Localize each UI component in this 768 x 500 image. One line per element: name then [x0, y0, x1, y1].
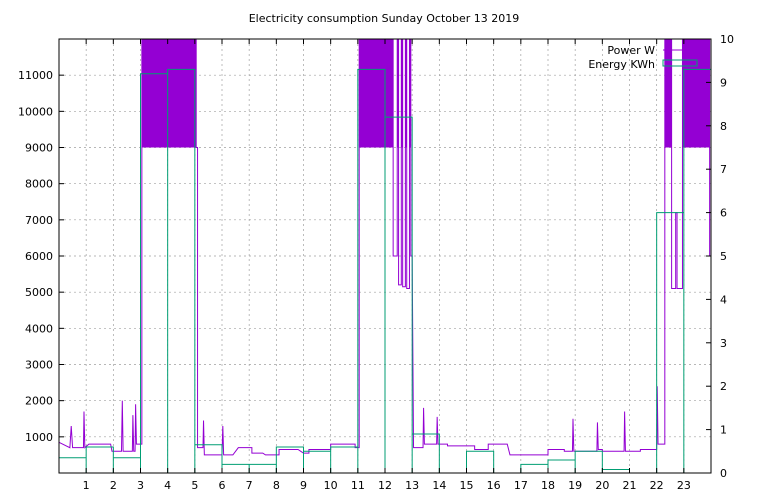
y-tick-label: 4000: [25, 322, 53, 335]
x-tick-label: 14: [432, 479, 446, 492]
y2-tick-label: 10: [720, 33, 734, 46]
legend-swatch-energy: [662, 59, 698, 67]
y-axis-ticks: 1000 2000 3000 4000 5000 6000 7000 8000 9000 1000…: [18, 69, 64, 444]
x-tick-label: 8: [273, 479, 280, 492]
x-tick-label: 3: [137, 479, 144, 492]
y2-tick-label: 6: [720, 207, 727, 220]
x-tick-label: 21: [623, 479, 637, 492]
x-tick-label: 4: [164, 479, 171, 492]
y-tick-label: 3000: [25, 359, 53, 372]
y-tick-label: 11000: [18, 69, 53, 82]
x-tick-label: 20: [595, 479, 609, 492]
x-tick-label: 18: [541, 479, 555, 492]
x-tick-label: 13: [405, 479, 419, 492]
x-tick-label: 16: [487, 479, 501, 492]
x-tick-label: 12: [378, 479, 392, 492]
y2-tick-label: 0: [720, 467, 727, 480]
x-tick-label: 15: [460, 479, 474, 492]
y2-axis-ticks: 0 1 2 3 4 5 6 7 8 9 10: [706, 33, 734, 480]
legend-label-power: Power W: [607, 44, 655, 57]
y-tick-label: 6000: [25, 250, 53, 263]
y-tick-label: 5000: [25, 286, 53, 299]
x-tick-label: 23: [677, 479, 691, 492]
chart-title: Electricity consumption Sunday October 1…: [249, 12, 520, 25]
x-tick-label: 22: [650, 479, 664, 492]
y-tick-label: 1000: [25, 431, 53, 444]
y2-tick-label: 3: [720, 337, 727, 350]
y-tick-label: 10000: [18, 105, 53, 118]
x-tick-label: 7: [246, 479, 253, 492]
x-tick-label: 1: [83, 479, 90, 492]
y-tick-label: 2000: [25, 395, 53, 408]
x-tick-label: 19: [568, 479, 582, 492]
x-tick-label: 17: [514, 479, 528, 492]
y2-tick-label: 9: [720, 76, 727, 89]
y2-tick-label: 1: [720, 424, 727, 437]
x-tick-label: 10: [324, 479, 338, 492]
y-tick-label: 8000: [25, 178, 53, 191]
x-tick-label: 5: [191, 479, 198, 492]
y-tick-label: 7000: [25, 214, 53, 227]
x-tick-label: 11: [351, 479, 365, 492]
y2-tick-label: 5: [720, 250, 727, 263]
y2-tick-label: 7: [720, 163, 727, 176]
x-tick-label: 9: [300, 479, 307, 492]
y2-tick-label: 2: [720, 380, 727, 393]
y2-tick-label: 8: [720, 120, 727, 133]
y2-tick-label: 4: [720, 293, 727, 306]
x-tick-label: 2: [110, 479, 117, 492]
x-axis-ticks: 1 2 3 4 5 6 7 8 9 10 11 12 13 14 15 16 17 18 19 20 21 22 23: [83, 39, 691, 492]
x-tick-label: 6: [219, 479, 226, 492]
legend-label-energy: Energy KWh: [588, 58, 655, 71]
y-tick-label: 9000: [25, 142, 53, 155]
